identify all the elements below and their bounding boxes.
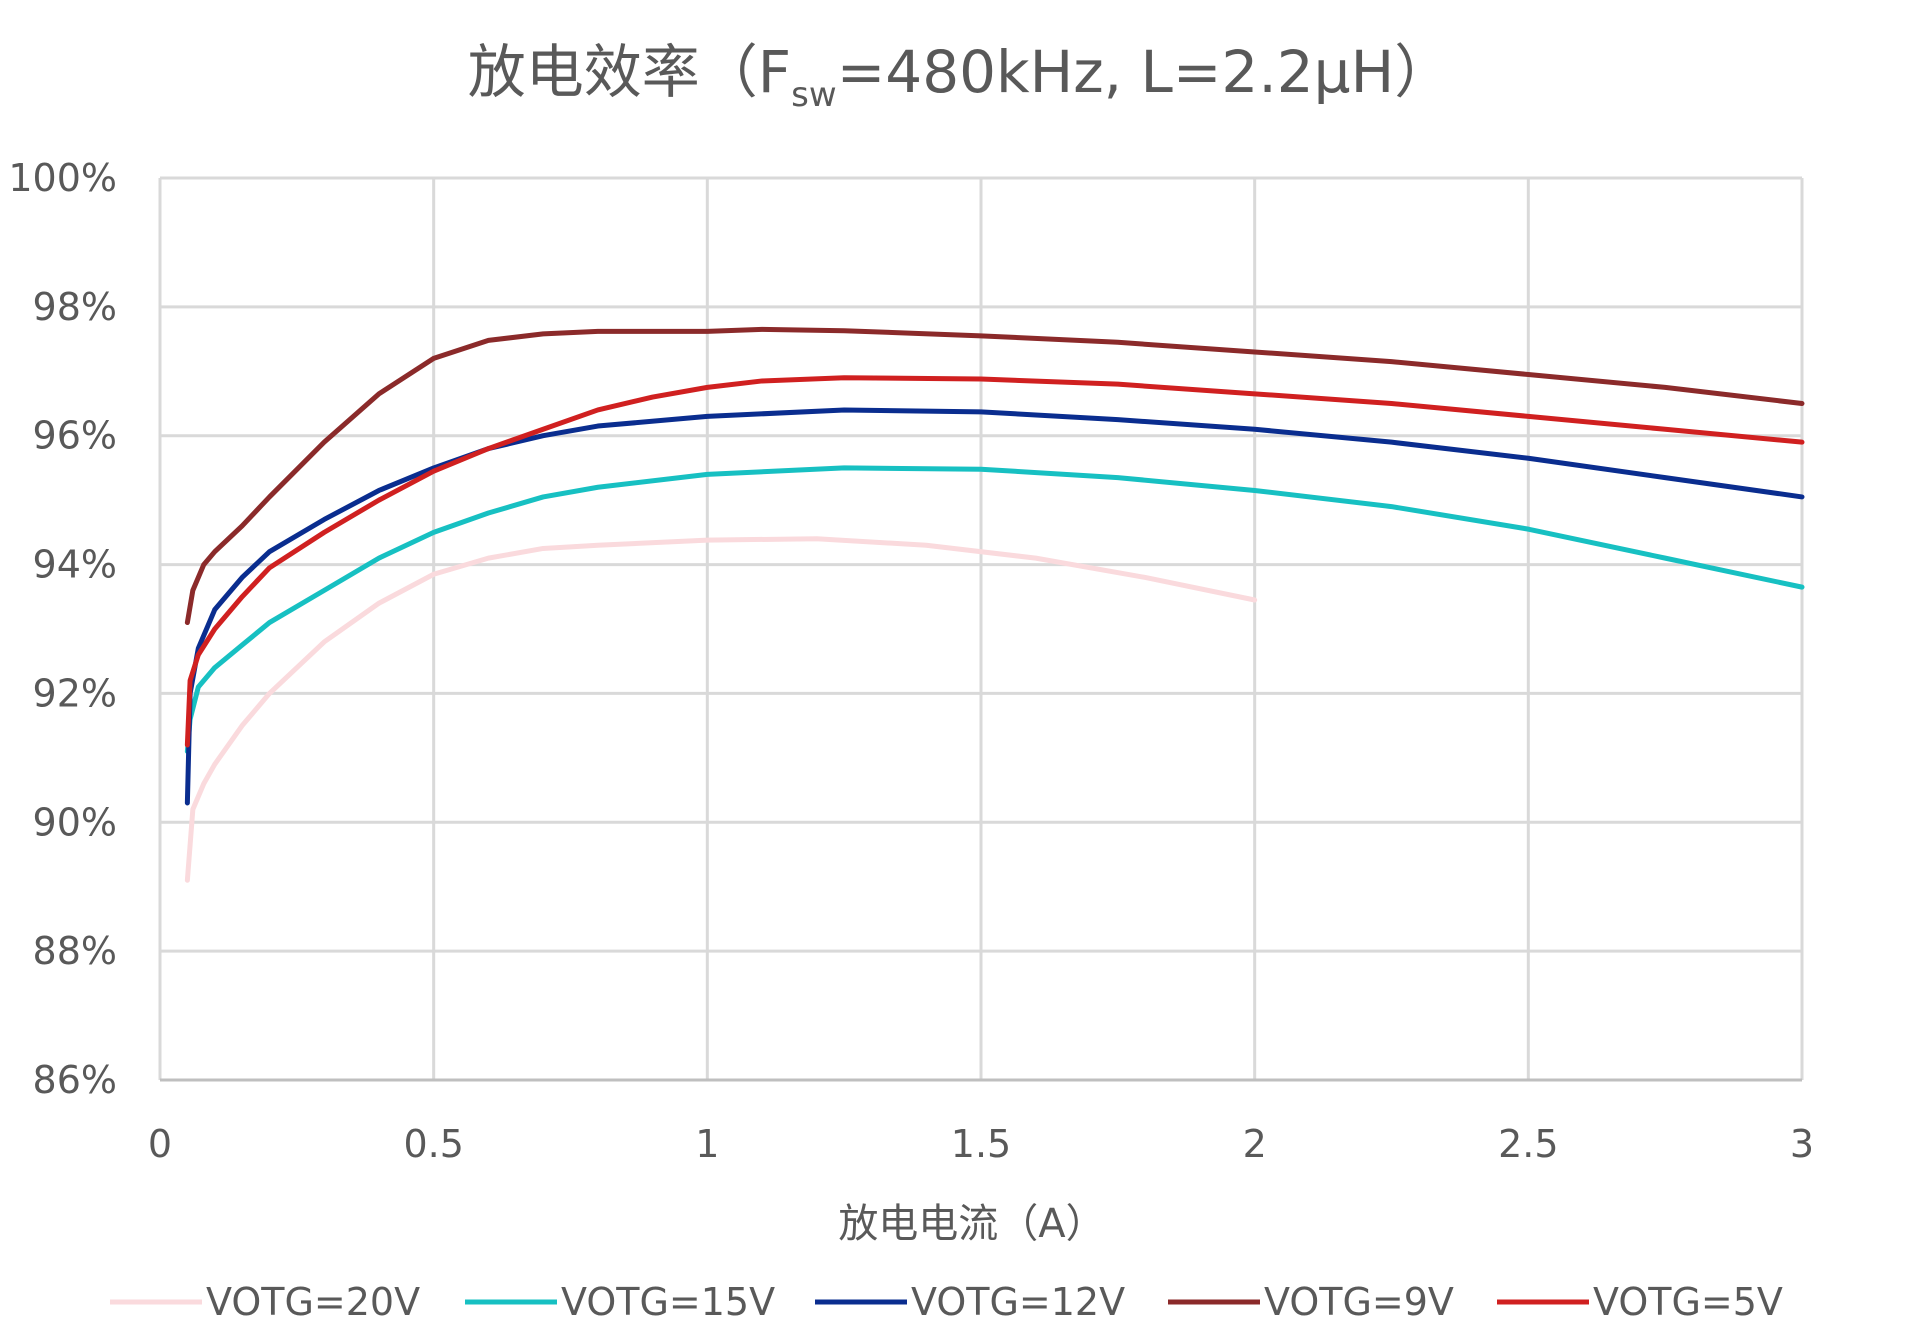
x-tick-label: 2: [1243, 1122, 1267, 1166]
x-axis-label: 放电电流（A）: [838, 1201, 1105, 1247]
x-tick-label: 3: [1790, 1122, 1814, 1166]
series-line-votg-12v: [184, 407, 1805, 806]
legend-label: VOTG=12V: [911, 1280, 1125, 1324]
legend-label: VOTG=15V: [561, 1280, 775, 1324]
chart-title-subscript: sw: [791, 75, 837, 115]
x-tick-label: 0.5: [403, 1122, 463, 1166]
legend-item: VOTG=20V: [110, 1280, 420, 1324]
legend-item: VOTG=12V: [815, 1280, 1125, 1324]
chart-title-rest: =480kHz, L=2.2μH）: [837, 38, 1453, 106]
x-tick-label: 1: [695, 1122, 719, 1166]
y-tick-label: 96%: [33, 414, 117, 458]
legend-item: VOTG=9V: [1168, 1280, 1454, 1324]
y-tick-label: 98%: [33, 285, 117, 329]
x-tick-labels: 0 0.5 1 1.5 2 2.5 3: [148, 1122, 1814, 1166]
series-line-votg-9v: [184, 326, 1805, 626]
legend-item: VOTG=5V: [1497, 1280, 1783, 1324]
legend-item: VOTG=15V: [465, 1280, 775, 1324]
x-tick-label: 0: [148, 1122, 172, 1166]
grid-lines: [158, 176, 1804, 1082]
chart-title-main: 放电效率（F: [468, 38, 791, 106]
legend: VOTG=20V VOTG=15V VOTG=12V VOTG=9V VOTG=5V: [110, 1280, 1783, 1324]
series-lines: [184, 326, 1805, 883]
y-tick-label: 92%: [33, 671, 117, 715]
x-tick-label: 2.5: [1498, 1122, 1558, 1166]
chart-title: 放电效率（Fsw=480kHz, L=2.2μH）: [468, 38, 1452, 115]
x-tick-label: 1.5: [951, 1122, 1011, 1166]
legend-label: VOTG=5V: [1593, 1280, 1783, 1324]
y-tick-label: 94%: [33, 543, 117, 587]
legend-label: VOTG=9V: [1264, 1280, 1454, 1324]
legend-label: VOTG=20V: [206, 1280, 420, 1324]
series-line-votg-5v: [184, 375, 1805, 748]
y-tick-label: 90%: [33, 800, 117, 844]
series-line-votg-15v: [184, 465, 1805, 754]
y-tick-labels: 86% 88% 90% 92% 94% 96% 98% 100%: [8, 156, 117, 1102]
y-tick-label: 88%: [33, 929, 117, 973]
y-tick-label: 86%: [33, 1058, 117, 1102]
series-line-votg-20v: [184, 536, 1258, 883]
y-tick-label: 100%: [8, 156, 117, 200]
